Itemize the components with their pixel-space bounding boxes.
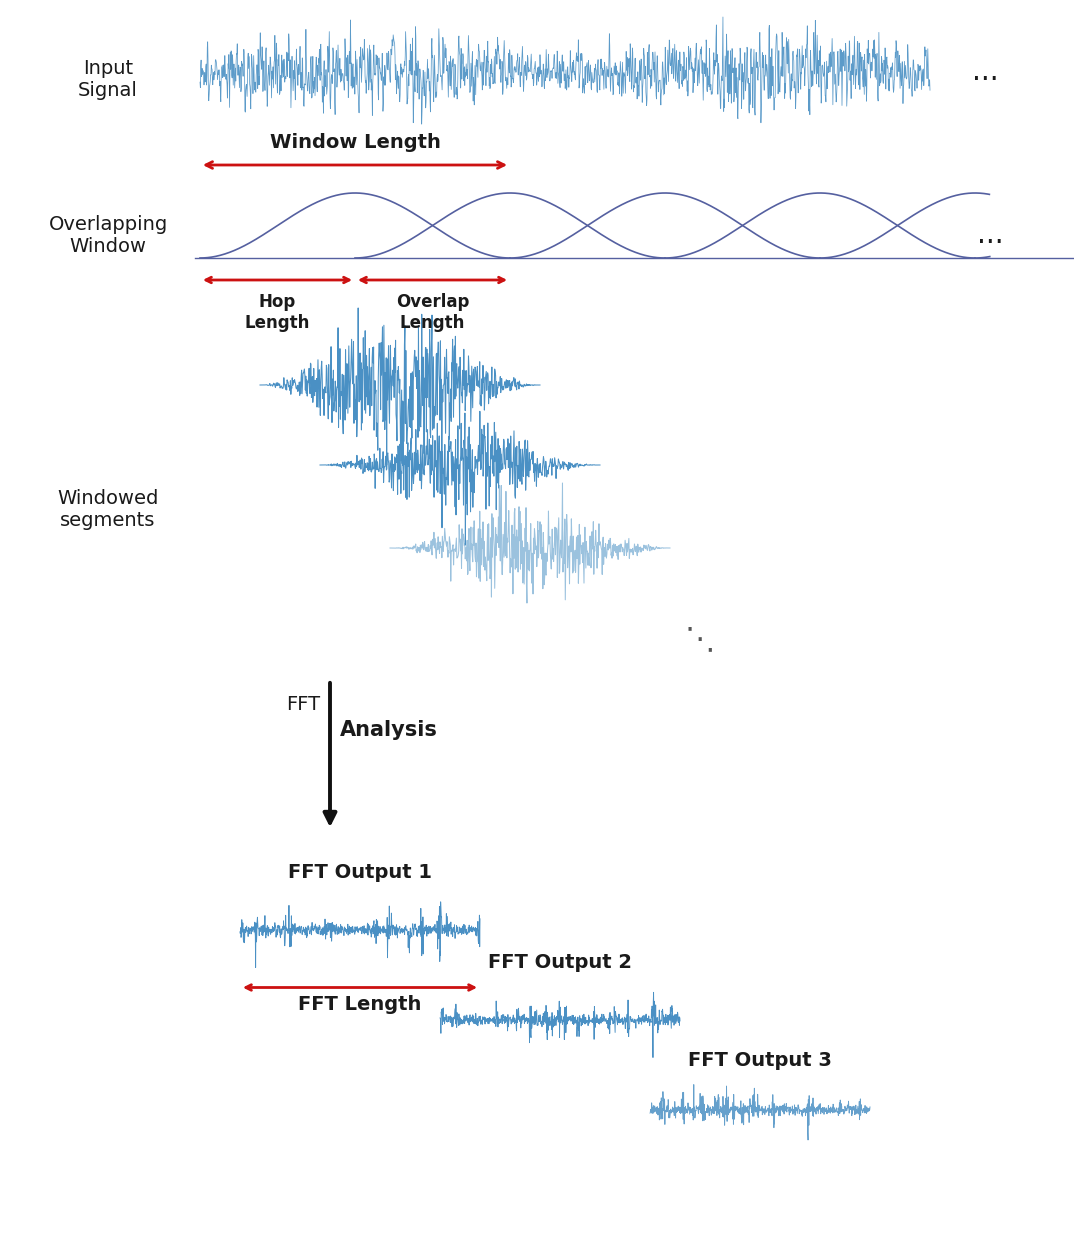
Text: FFT Output 2: FFT Output 2 bbox=[488, 954, 632, 972]
Text: FFT Output 1: FFT Output 1 bbox=[288, 863, 432, 883]
Text: Window Length: Window Length bbox=[270, 133, 440, 152]
Text: ...: ... bbox=[976, 221, 1003, 248]
Text: FFT Length: FFT Length bbox=[299, 996, 422, 1015]
Text: Hop
Length: Hop Length bbox=[245, 293, 310, 332]
Text: Windowed
segments: Windowed segments bbox=[57, 489, 159, 530]
Text: ⋱: ⋱ bbox=[685, 626, 715, 655]
Text: Overlapping
Window: Overlapping Window bbox=[48, 215, 168, 256]
Text: Analysis: Analysis bbox=[340, 720, 438, 740]
Text: FFT Output 3: FFT Output 3 bbox=[688, 1051, 832, 1071]
Text: Input
Signal: Input Signal bbox=[78, 60, 137, 101]
Text: Overlap
Length: Overlap Length bbox=[396, 293, 469, 332]
Text: ...: ... bbox=[972, 58, 999, 86]
Text: FFT: FFT bbox=[286, 696, 320, 714]
